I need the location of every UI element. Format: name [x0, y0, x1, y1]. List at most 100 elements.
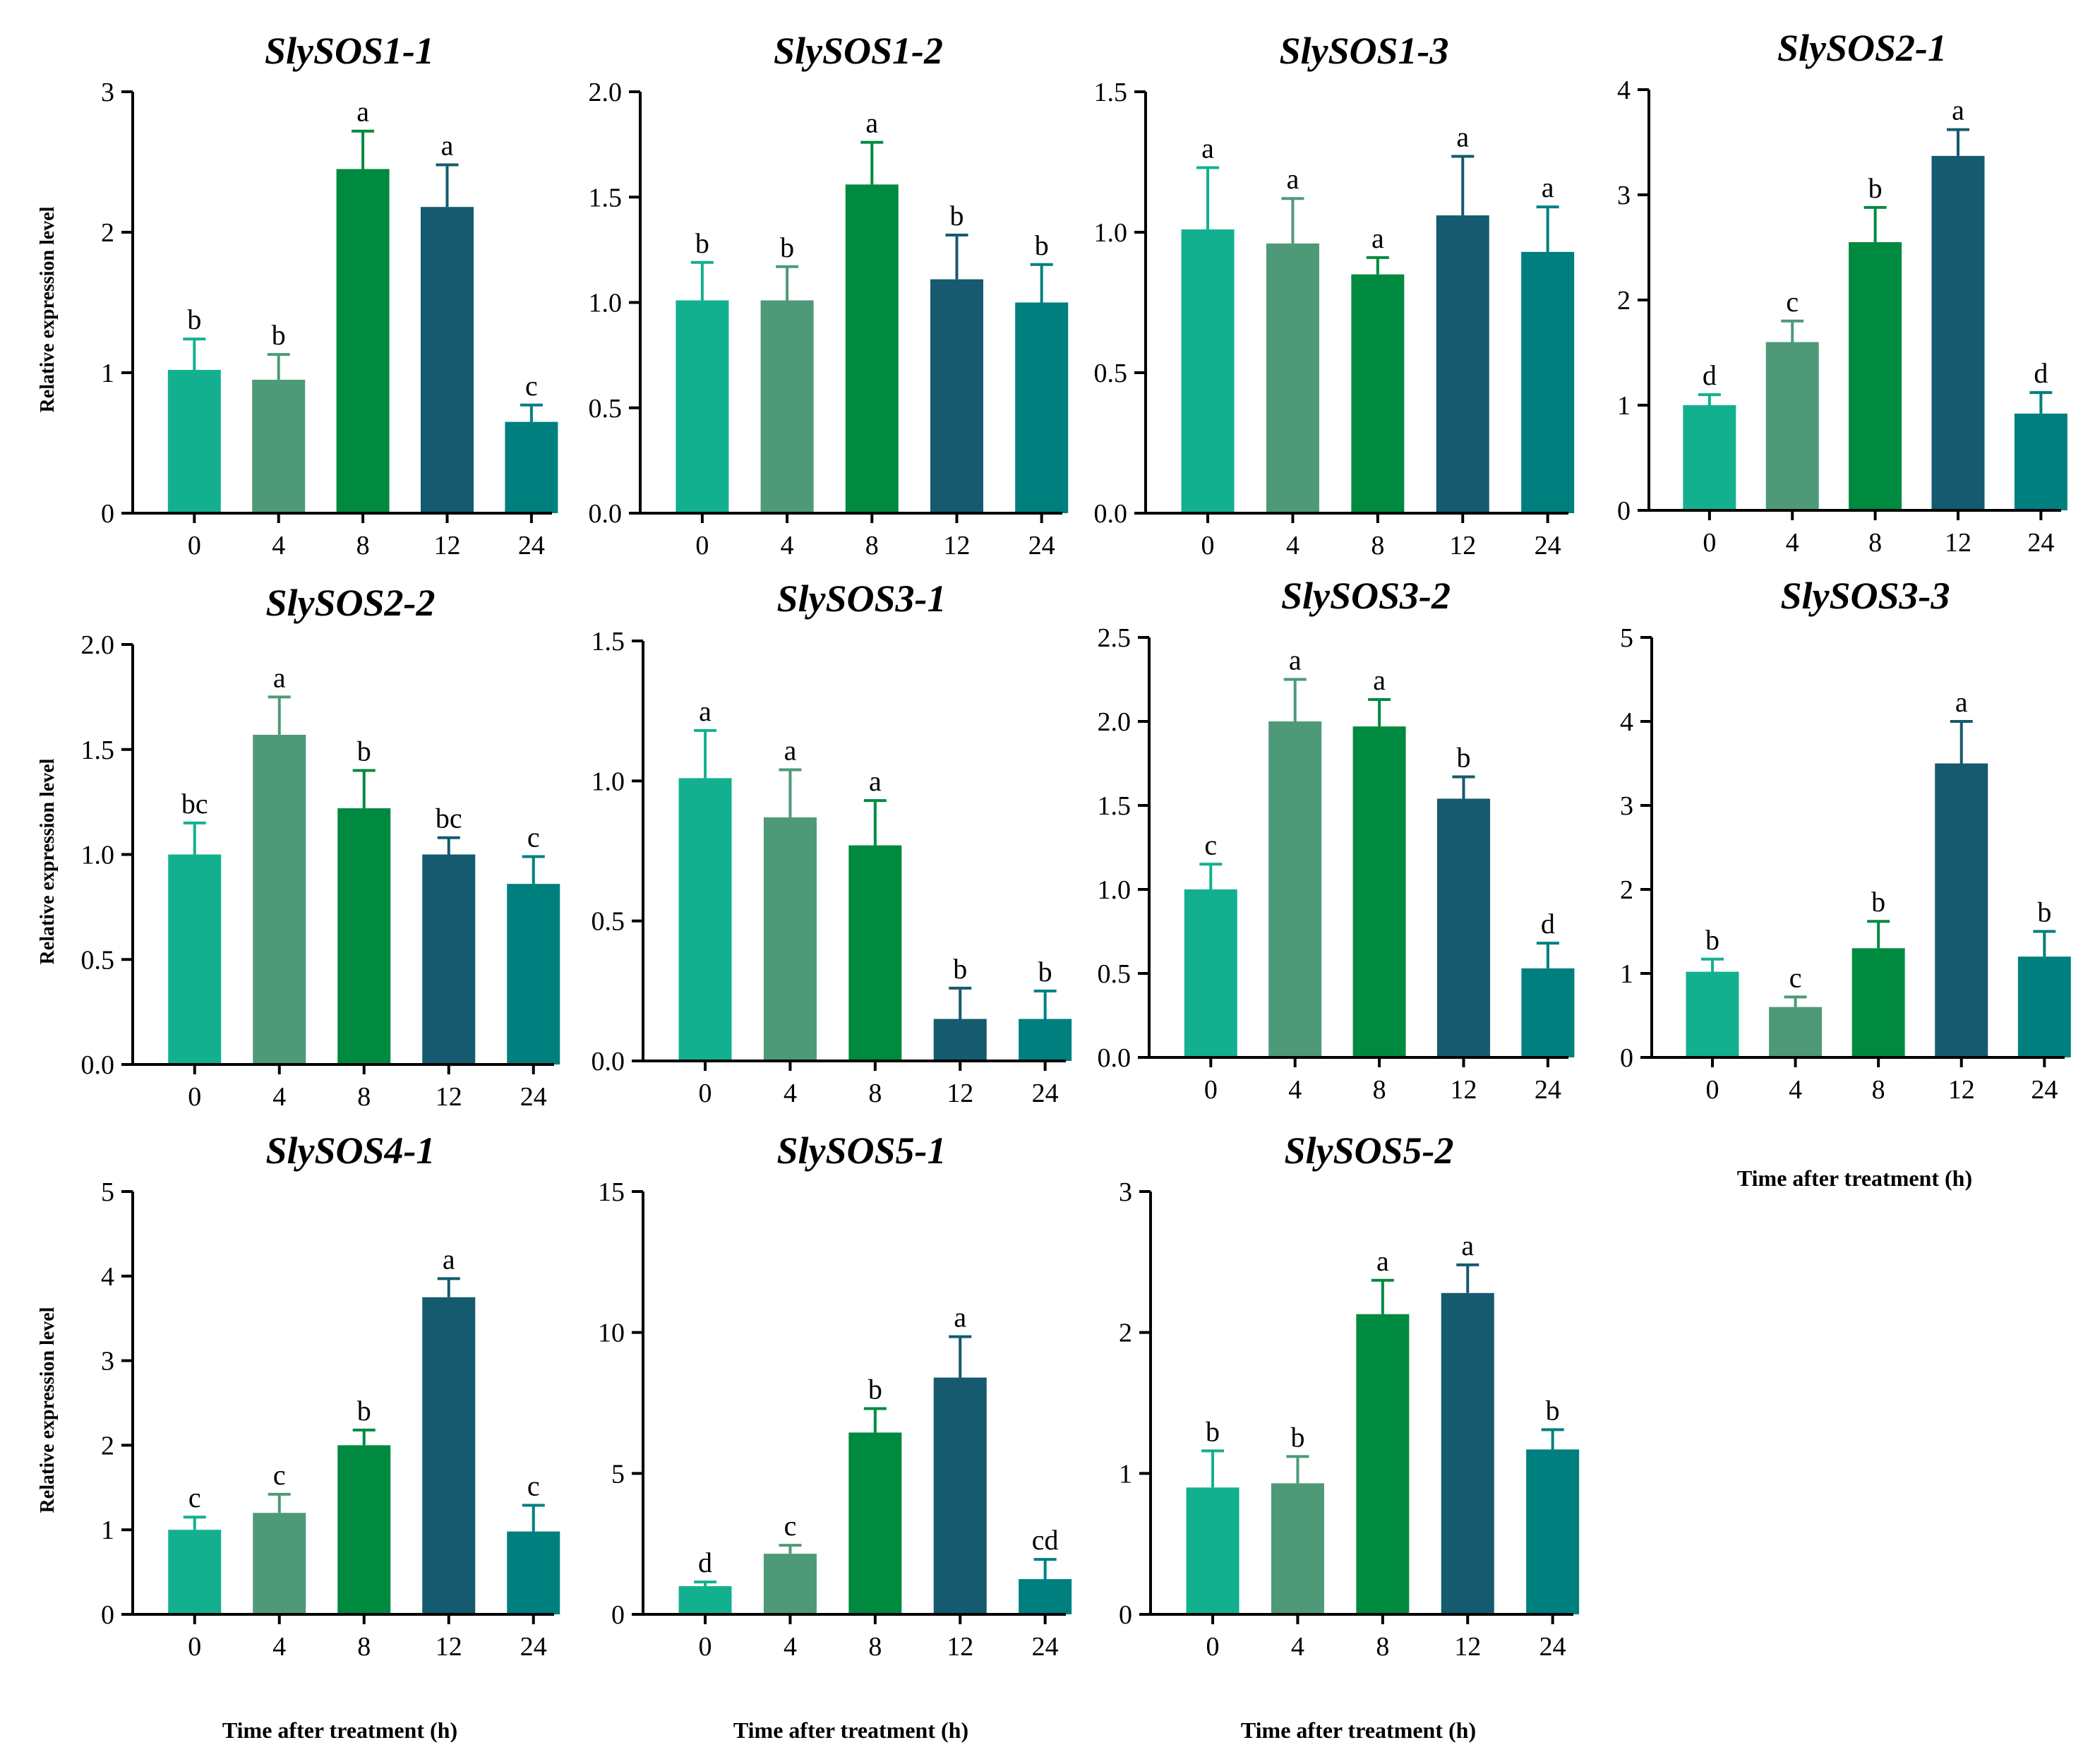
bar	[1441, 1292, 1494, 1614]
bar	[845, 184, 899, 513]
significance-letter: b	[272, 319, 286, 351]
y-tick-label: 0	[101, 1600, 114, 1630]
x-tick-label: 24	[2031, 1075, 2058, 1105]
y-tick-label: 1.0	[81, 841, 115, 870]
x-tick-label: 0	[188, 1082, 201, 1112]
significance-letter: c	[784, 1510, 797, 1542]
y-tick-label: 0	[1620, 1043, 1633, 1073]
y-tick-label: 3	[101, 78, 114, 107]
x-tick-label: 24	[1032, 1079, 1059, 1108]
y-tick-label: 1	[101, 359, 114, 388]
significance-letter: b	[187, 304, 201, 335]
significance-letter: bc	[436, 803, 462, 834]
x-tick-label: 12	[1449, 531, 1476, 560]
bar	[168, 1530, 222, 1614]
chart-title: SlySOS3-3	[1780, 575, 1950, 617]
bar	[253, 734, 306, 1064]
x-tick-label: 8	[1868, 528, 1882, 558]
x-tick-label: 12	[436, 1632, 462, 1662]
bar	[930, 279, 983, 513]
significance-letter: a	[954, 1302, 966, 1333]
significance-letter: c	[527, 821, 540, 853]
y-tick-label: 0.5	[1098, 959, 1131, 989]
y-tick-label: 5	[611, 1459, 625, 1489]
bar	[1015, 302, 1069, 513]
x-tick-label: 8	[868, 1079, 882, 1108]
significance-letter: c	[525, 370, 538, 402]
bar	[252, 379, 306, 513]
significance-letter: a	[273, 661, 286, 693]
x-tick-label: 12	[1451, 1075, 1477, 1105]
significance-letter: a	[865, 107, 878, 139]
y-tick-label: 2.5	[1098, 623, 1131, 653]
y-tick-label: 2	[1620, 875, 1633, 905]
significance-letter: d	[2034, 357, 2048, 389]
x-tick-label: 4	[272, 1082, 286, 1112]
significance-letter: a	[1542, 172, 1554, 203]
significance-letter: a	[699, 695, 712, 727]
bar	[933, 1019, 987, 1061]
significance-letter: c	[527, 1470, 540, 1501]
bar	[1266, 243, 1319, 513]
x-tick-label: 4	[784, 1632, 797, 1662]
y-tick-label: 2	[101, 218, 114, 248]
chart-title: SlySOS1-2	[774, 30, 943, 72]
x-tick-label: 0	[1705, 1075, 1719, 1105]
chart-panel-slysos3-2: SlySOS3-2 c 0 a 4 a 8 b 12 d 24 0.0 0.5 1.0 1.5 2.0 2.5	[1098, 575, 1575, 1105]
x-tick-label: 0	[1204, 1075, 1218, 1105]
y-tick-label: 3	[1620, 791, 1633, 821]
bar	[253, 1513, 306, 1614]
chart-title: SlySOS5-1	[776, 1129, 946, 1172]
x-tick-label: 12	[944, 531, 971, 560]
significance-letter: d	[1703, 359, 1717, 391]
bar	[1356, 1314, 1410, 1614]
y-tick-label: 0.5	[589, 394, 623, 424]
bar	[1019, 1019, 1072, 1061]
y-tick-label: 1.0	[1094, 218, 1128, 248]
x-tick-label: 12	[1948, 1075, 1975, 1105]
significance-letter: b	[868, 1373, 882, 1405]
significance-letter: a	[1289, 644, 1302, 676]
x-tick-label: 12	[436, 1082, 462, 1112]
chart-panel-slysos1-3: SlySOS1-3 a 0 a 4 a 8 a 12 a 24 0.0 0.5 1.0 1.5	[1094, 30, 1575, 560]
y-tick-label: 1.5	[1098, 791, 1131, 821]
x-tick-label: 8	[1376, 1632, 1389, 1662]
x-tick-label: 24	[1535, 1075, 1561, 1105]
y-tick-label: 4	[1620, 707, 1633, 737]
x-tick-label: 8	[868, 1632, 882, 1662]
bar	[1526, 1449, 1580, 1614]
y-tick-label: 1	[101, 1516, 114, 1545]
y-axis-label: Relative expression level	[37, 206, 59, 412]
chart-title: SlySOS5-2	[1284, 1129, 1453, 1172]
x-axis-label: Time after treatment (h)	[222, 1717, 457, 1743]
significance-letter: b	[1206, 1415, 1220, 1447]
bar	[763, 817, 817, 1061]
bar	[505, 421, 558, 513]
x-tick-label: 0	[188, 531, 201, 560]
y-tick-label: 1.5	[592, 627, 625, 656]
significance-letter: b	[950, 200, 964, 232]
bar	[1186, 1487, 1239, 1614]
bar	[678, 778, 732, 1061]
x-tick-label: 4	[784, 1079, 797, 1108]
chart-panel-slysos1-2: SlySOS1-2 b 0 b 4 a 8 b 12 b 24 0.0 0.5 1.0 1.5 2.0	[589, 30, 1069, 560]
y-tick-label: 0.0	[589, 499, 623, 529]
y-tick-label: 0.5	[81, 945, 115, 975]
bar	[1437, 798, 1490, 1057]
bar	[848, 1432, 902, 1614]
significance-letter: b	[357, 1395, 371, 1427]
y-tick-label: 1	[1119, 1459, 1132, 1489]
significance-letter: cd	[1032, 1524, 1059, 1556]
bar	[678, 1586, 732, 1614]
y-tick-label: 1.0	[1098, 875, 1131, 905]
x-tick-label: 8	[865, 531, 879, 560]
bar	[422, 854, 476, 1064]
x-tick-label: 0	[699, 1079, 712, 1108]
x-tick-label: 8	[1371, 531, 1384, 560]
x-tick-label: 4	[272, 1632, 286, 1662]
bar	[421, 207, 474, 513]
